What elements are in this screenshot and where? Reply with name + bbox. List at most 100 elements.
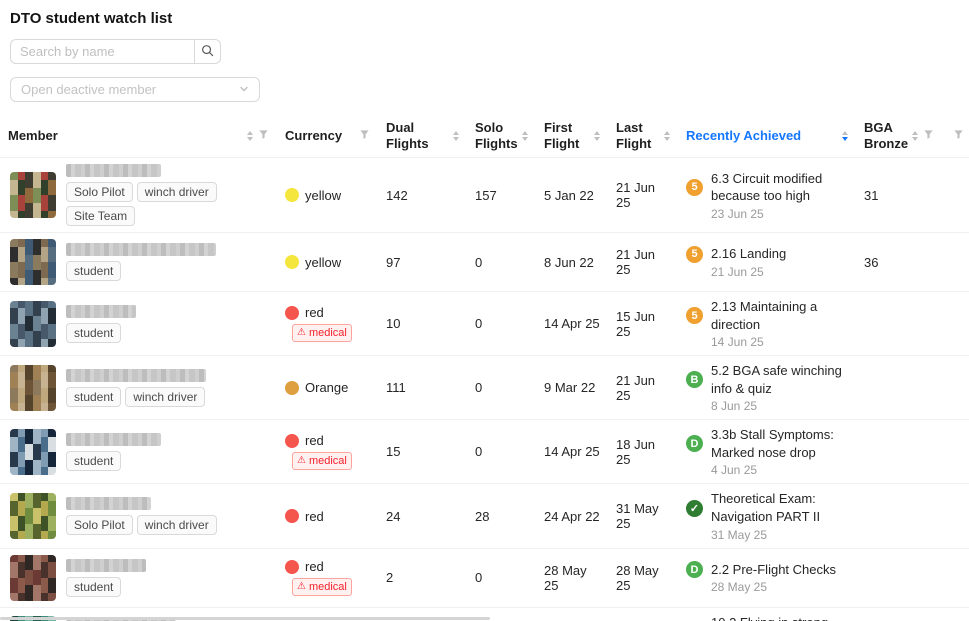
solo-flights-cell: 0 [475, 570, 483, 586]
solo-flights-cell: 0 [475, 316, 483, 332]
column-header-dual-flights[interactable]: Dual Flights [378, 114, 467, 157]
currency-label: red [305, 433, 324, 449]
column-header-currency[interactable]: Currency [277, 122, 378, 150]
last-flight-cell: 21 Jun 25 [616, 372, 656, 403]
last-flight-cell: 21 Jun 25 [616, 247, 656, 278]
member-tags: student winch driver [66, 386, 206, 407]
sort-carets-icon[interactable] [664, 130, 670, 141]
last-flight-cell: 18 Jun 25 [616, 436, 656, 467]
table-row[interactable]: student red ⚠ medical 10 0 14 Apr 25 15 J… [0, 292, 969, 357]
deactive-member-select[interactable]: Open deactive member [10, 77, 260, 102]
horizontal-scrollbar[interactable] [0, 617, 969, 620]
member-name-redacted [66, 243, 216, 257]
member-cell[interactable]: student [0, 295, 277, 353]
table-row[interactable]: student winch driver Orange 111 0 9 Mar 2… [0, 356, 969, 421]
column-header-extra[interactable] [941, 122, 969, 149]
dual-flights-cell: 10 [386, 316, 401, 332]
member-tag: student [66, 261, 122, 282]
table-row[interactable]: student yellow 97 0 8 Jun 22 21 Jun 25 5… [0, 233, 969, 293]
bga-bronze-cell: 31 [864, 187, 879, 203]
extra-cell [941, 572, 969, 584]
member-tag: student [66, 450, 122, 471]
currency-cell: red ⚠ medical [277, 427, 378, 476]
column-header-bga-bronze[interactable]: BGA Bronze [856, 114, 941, 157]
achievement-date: 8 Jun 25 [711, 399, 758, 414]
last-flight-cell: 15 Jun 25 [616, 308, 656, 339]
currency-dot [285, 305, 299, 320]
sort-carets-icon[interactable] [594, 130, 600, 141]
caret-up-icon [842, 130, 848, 135]
avatar [10, 364, 56, 411]
sort-carets-icon[interactable] [842, 130, 848, 141]
achievement-date: 4 Jun 25 [711, 463, 758, 478]
member-tag: Site Team [66, 206, 136, 227]
currency-dot [285, 380, 299, 395]
member-tag: Solo Pilot [66, 515, 133, 536]
sort-carets-icon[interactable] [522, 130, 528, 141]
column-header-recently-achieved[interactable]: Recently Achieved [678, 122, 856, 150]
caret-down-icon [247, 136, 253, 141]
member-name-redacted [66, 497, 151, 511]
caret-up-icon [664, 130, 670, 135]
sort-carets-icon[interactable] [453, 130, 459, 141]
member-tags: Solo Pilot winch driver Site Team [66, 182, 269, 227]
avatar [10, 428, 56, 475]
topbar: DTO student watch list Open deactive mem… [0, 10, 969, 102]
table-row[interactable]: student red ⚠ medical 2 0 28 May 25 28 Ma… [0, 549, 969, 608]
table-row[interactable]: student red ⚠ medical 15 0 14 Apr 25 18 J… [0, 420, 969, 485]
achievement-badge: B [686, 371, 703, 389]
member-cell[interactable]: Solo Pilot winch driver Site Team [0, 158, 277, 232]
currency-dot [285, 188, 299, 203]
member-cell[interactable]: student [0, 549, 277, 607]
table-row[interactable]: Solo Pilot winch driver Site Team yellow 1… [0, 158, 969, 234]
member-tags: student [66, 322, 136, 343]
warning-icon: ⚠ [297, 455, 306, 467]
recently-achieved-cell: 5 10.2 Flying in strong winds 28 May 25 [678, 608, 856, 621]
currency-cell: red ⚠ medical [277, 299, 378, 348]
column-header-member[interactable]: Member [0, 122, 277, 150]
caret-down-icon [594, 136, 600, 141]
member-tag: student [66, 322, 122, 343]
member-cell[interactable]: student [0, 233, 277, 291]
avatar [10, 172, 56, 219]
avatar [10, 493, 56, 539]
search-button[interactable] [194, 39, 221, 64]
column-header-last-flight[interactable]: Last Flight [608, 114, 678, 157]
member-cell[interactable]: Solo Pilot winch driver [0, 487, 277, 545]
bga-bronze-cell [856, 510, 941, 522]
member-tag: winch driver [136, 182, 217, 203]
filter-funnel-icon[interactable] [359, 128, 370, 143]
table-row[interactable]: Solo Pilot winch driver red 24 28 24 Apr … [0, 484, 969, 549]
medical-label: medical [308, 455, 347, 468]
achievement-date: 28 May 25 [711, 580, 768, 595]
chevron-down-icon [239, 82, 249, 97]
last-flight-cell: 21 Jun 25 [616, 180, 656, 211]
solo-flights-cell: 157 [475, 187, 497, 203]
recently-achieved-cell: ✓ Theoretical Exam: Navigation PART II 3… [678, 484, 856, 547]
achievement-title: 2.13 Maintaining a direction [711, 299, 818, 332]
dual-flights-cell: 24 [386, 508, 401, 524]
column-header-first-flight[interactable]: First Flight [536, 114, 608, 157]
filter-funnel-icon[interactable] [258, 128, 269, 143]
member-name-redacted [66, 432, 161, 446]
caret-up-icon [594, 130, 600, 135]
search-input[interactable] [10, 39, 194, 64]
achievement-title: 2.2 Pre-Flight Checks [711, 561, 836, 577]
filter-funnel-icon[interactable] [923, 128, 934, 143]
sort-carets-icon[interactable] [912, 130, 919, 141]
last-flight-cell: 31 May 25 [616, 501, 659, 532]
extra-cell [941, 446, 969, 458]
warning-icon: ⚠ [297, 327, 306, 339]
scrollbar-thumb[interactable] [0, 617, 490, 620]
filter-funnel-icon[interactable] [953, 128, 964, 143]
achievement-title: 2.16 Landing [711, 246, 787, 262]
avatar [10, 554, 56, 601]
member-cell[interactable]: student [0, 423, 277, 481]
currency-dot [285, 433, 299, 448]
first-flight-cell: 5 Jan 22 [544, 187, 594, 203]
currency-cell: red ⚠ medical [277, 553, 378, 602]
member-cell[interactable]: student winch driver [0, 359, 277, 417]
avatar [10, 239, 56, 286]
column-header-solo-flights[interactable]: Solo Flights [467, 114, 536, 157]
sort-carets-icon[interactable] [247, 130, 253, 141]
